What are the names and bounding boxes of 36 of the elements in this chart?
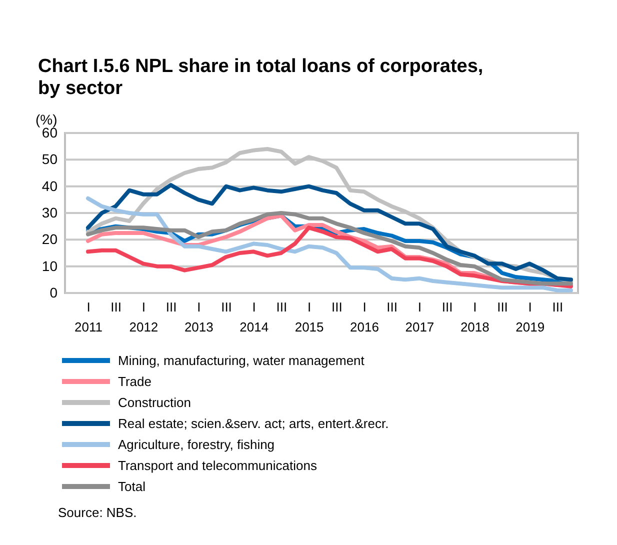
x-tick-label: I 2017 [405,300,434,334]
x-tick-label: I 2013 [184,300,214,334]
legend-label: Agriculture, forestry, fishing [118,437,275,452]
x-tick-label: III [442,300,453,314]
x-tick-label: III [331,300,342,314]
source-note: Source: NBS. [58,505,137,520]
x-tick-label: I 2011 [74,300,102,334]
legend-label: Construction [118,395,191,410]
legend-label: Total [118,479,146,494]
y-tick-label: 0 [50,284,58,300]
chart-title: Chart I.5.6 NPL share in total loans of corporates, by sector [38,56,484,100]
x-tick-label: III [276,300,288,314]
y-axis-title: (%) [36,112,58,128]
x-tick-label: I 2019 [516,300,545,334]
x-tick-label: III [221,300,232,314]
legend-label: Real estate; scien.&serv. act; arts, entert.&recr. [118,416,389,431]
y-tick-label: 50 [42,151,58,168]
x-tick-label: I 2016 [350,300,379,334]
x-tick-label: I 2015 [294,300,324,334]
y-tick-label: 30 [42,204,58,220]
legend-label: Mining, manufacturing, water management [118,353,364,368]
x-tick-label: I 2012 [129,300,158,334]
y-tick-label: 40 [42,178,58,194]
x-tick-label: I 2018 [460,300,490,334]
legend-label: Transport and telecommunications [118,458,317,473]
x-tick-label: I 2014 [240,300,269,334]
legend-label: Trade [118,374,152,389]
line-series [86,183,573,282]
line-series [86,196,573,292]
x-tick-label: III [497,300,508,314]
y-tick-label: 20 [42,231,58,248]
y-tick-label: 10 [42,258,58,274]
x-tick-label: III [166,300,177,314]
x-tick-label: III [386,300,398,314]
x-tick-label: III [110,300,122,314]
x-tick-label: III [552,300,564,314]
